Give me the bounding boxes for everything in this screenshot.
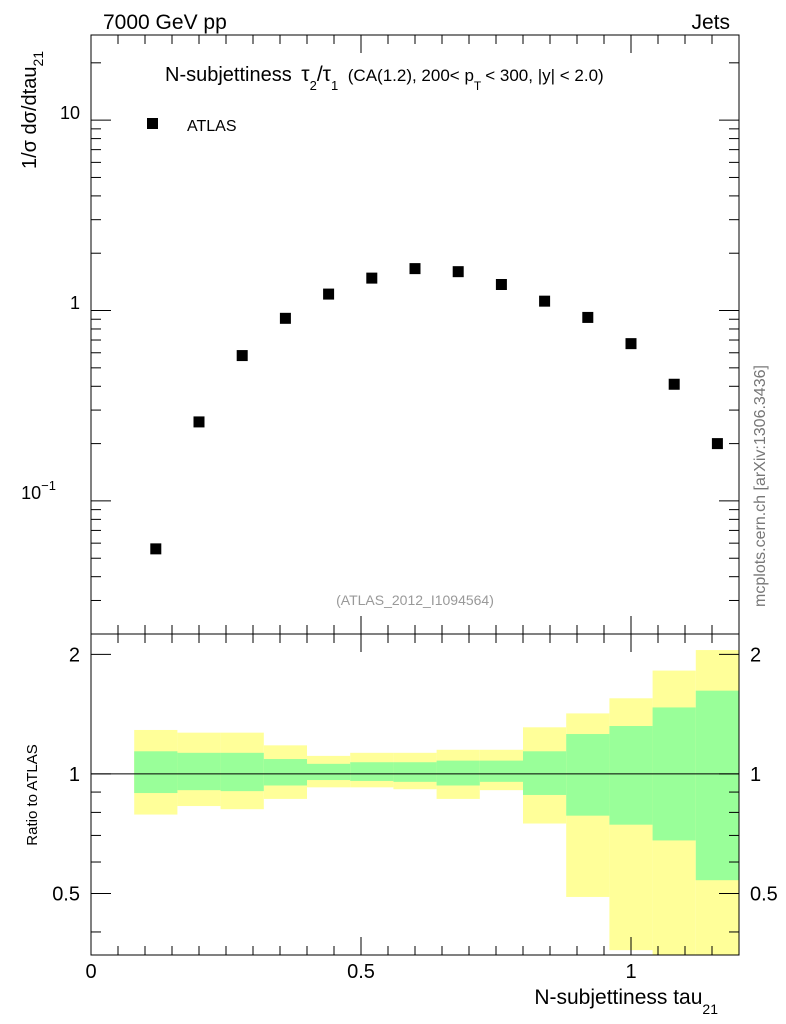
main-y-tick-label-0.1-base: 10 bbox=[21, 483, 41, 503]
ratio-green-band-bin bbox=[307, 763, 351, 781]
ratio-green-band-bin bbox=[609, 725, 653, 825]
x-axis-label: N-subjettiness tau21 bbox=[534, 986, 718, 1017]
data-point-atlas bbox=[668, 378, 680, 390]
main-data-points bbox=[150, 263, 723, 555]
header-process-label: Jets bbox=[691, 11, 730, 34]
x-axis-label-main: N-subjettiness tau bbox=[534, 986, 702, 1009]
main-axis-ticks bbox=[90, 35, 740, 635]
main-y-axis-label-main: 1/σ dσ/dtau bbox=[19, 67, 41, 170]
ratio-green-band-bin bbox=[350, 762, 394, 781]
ratio-panel bbox=[90, 633, 740, 956]
main-y-tick-label-1: 1 bbox=[70, 293, 80, 313]
ratio-y-tick-label-left: 0.5 bbox=[52, 883, 80, 905]
legend-marker bbox=[147, 118, 158, 129]
chart-title-tau-den: τ bbox=[323, 63, 332, 86]
chart-title-rest-sub: T bbox=[474, 79, 482, 93]
side-source-label: mcplots.cern.ch [arXiv:1306.3436] bbox=[752, 365, 769, 607]
ratio-y-tick-label-right: 0.5 bbox=[750, 883, 778, 905]
ratio-green-band-bin bbox=[436, 760, 480, 786]
legend-label: ATLAS bbox=[187, 118, 237, 135]
data-point-atlas bbox=[150, 543, 162, 555]
x-axis-label-sub: 21 bbox=[702, 1001, 718, 1017]
ratio-y-tick-labels: 0.5 0.5 1 1 2 2 bbox=[52, 644, 778, 905]
chart-title-tau-num-sub: 2 bbox=[310, 78, 317, 93]
chart-title-tau-den-sub: 1 bbox=[331, 78, 338, 93]
x-tick-label: 0 bbox=[85, 961, 96, 983]
chart-title-main: N-subjettiness bbox=[165, 64, 292, 86]
ratio-green-band-bin bbox=[134, 751, 178, 794]
ratio-green-band-bin bbox=[479, 760, 523, 782]
data-point-atlas bbox=[279, 312, 291, 324]
header-energy-label: 7000 GeV pp bbox=[103, 11, 227, 34]
data-point-atlas bbox=[711, 438, 723, 450]
ratio-green-band-bin bbox=[523, 751, 567, 795]
ratio-green-band-bin bbox=[566, 734, 610, 816]
data-point-atlas bbox=[495, 278, 507, 290]
ratio-green-band-bin bbox=[177, 752, 221, 791]
data-point-atlas bbox=[323, 288, 335, 300]
data-point-atlas bbox=[582, 311, 594, 323]
ratio-y-tick-label-right: 1 bbox=[750, 764, 761, 786]
ratio-y-axis-label: Ratio to ATLAS bbox=[24, 744, 41, 845]
ratio-y-tick-label-left: 2 bbox=[69, 644, 80, 666]
data-point-atlas bbox=[625, 338, 637, 350]
main-y-tick-label-0.1: 10−1 bbox=[21, 478, 56, 503]
main-y-axis-label: 1/σ dσ/dtau21 bbox=[19, 51, 46, 169]
chart-title-rest-a: (CA(1.2), 200< p bbox=[348, 66, 474, 85]
ratio-bands bbox=[134, 650, 739, 955]
ratio-green-band-bin bbox=[220, 752, 264, 792]
ratio-plot-frame bbox=[90, 633, 740, 956]
analysis-tag: (ATLAS_2012_I1094564) bbox=[336, 592, 494, 608]
ratio-x-tick-labels: 0 0.5 1 bbox=[85, 961, 636, 983]
chart-title-rest-b: < 300, |y| < 2.0) bbox=[485, 66, 603, 85]
data-point-atlas bbox=[193, 416, 205, 428]
data-point-atlas bbox=[539, 295, 551, 307]
chart-title: N-subjettiness τ2/τ1 (CA(1.2), 200< pT< … bbox=[165, 63, 604, 95]
chart-title-tau-num: τ bbox=[301, 63, 310, 86]
ratio-green-band-bin bbox=[695, 690, 739, 881]
data-point-atlas bbox=[236, 350, 248, 362]
data-point-atlas bbox=[452, 266, 464, 278]
data-point-atlas bbox=[409, 263, 421, 275]
main-y-tick-label-0.1-exp: −1 bbox=[41, 478, 56, 493]
data-point-atlas bbox=[366, 272, 378, 284]
x-tick-label: 0.5 bbox=[347, 961, 375, 983]
main-y-tick-label-10: 10 bbox=[60, 103, 80, 123]
ratio-y-tick-label-right: 2 bbox=[750, 644, 761, 666]
ratio-green-band-bin bbox=[263, 759, 307, 786]
main-y-axis-label-sub: 21 bbox=[30, 51, 46, 67]
ratio-y-tick-label-left: 1 bbox=[69, 764, 80, 786]
ratio-green-band-bin bbox=[393, 762, 437, 782]
chart-title-slash: / bbox=[317, 63, 323, 86]
x-tick-label: 1 bbox=[625, 961, 636, 983]
